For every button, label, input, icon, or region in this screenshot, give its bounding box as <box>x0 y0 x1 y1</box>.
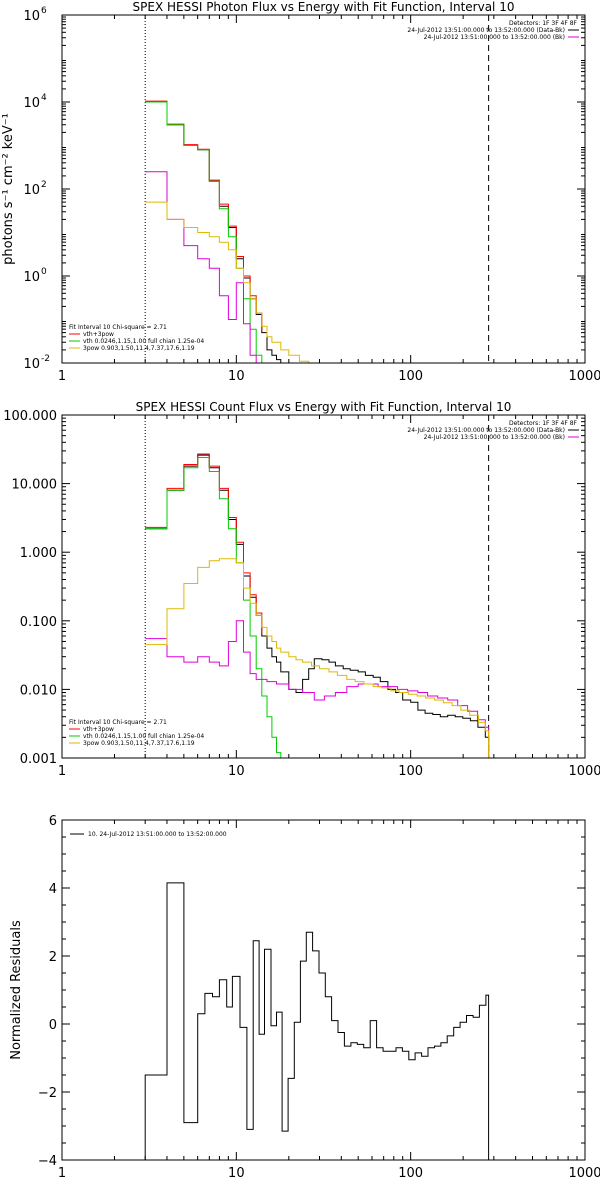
legend-fit-label: 3pow 0.903,1.50,11.4,7.37,17.6,1.19 <box>83 345 195 352</box>
y-axis-label: photons s⁻¹ cm⁻² keV⁻¹ <box>1 113 16 265</box>
series-group <box>145 453 490 758</box>
series-line-4 <box>145 558 490 758</box>
y-tick-label: 0.010 <box>20 683 57 698</box>
series-group <box>145 100 489 363</box>
series-group <box>144 882 490 1160</box>
y-tick-exponent: 6 <box>41 6 47 16</box>
y-tick-label: 0 <box>49 1018 57 1033</box>
y-tick-label: 1.000 <box>20 546 57 561</box>
x-tick-label: 100 <box>398 369 423 384</box>
x-tick-label: 1000 <box>568 1166 600 1181</box>
y-tick-label: 10 <box>23 183 40 198</box>
series-line-3 <box>145 171 489 363</box>
legend-fit-label: vth+3pow <box>83 726 114 733</box>
y-tick-label: 10 <box>23 9 40 24</box>
x-tick-label: 1 <box>58 1166 66 1181</box>
y-tick-label: 10 <box>23 357 40 372</box>
y-tick-label: 100.000 <box>3 409 57 424</box>
series-line-1 <box>145 453 263 634</box>
legend-fit-label: 3pow 0.903,1.50,11.4,7.37,17.6,1.19 <box>83 740 195 747</box>
series-line-0 <box>145 101 489 363</box>
detectors-label: Detectors: 1F 3F 4F 8F <box>509 420 578 427</box>
fit-info-label: Fit Interval 10 Chi-square = 2.71 <box>69 719 167 726</box>
y-tick-exponent: 2 <box>41 180 47 190</box>
plot-frame <box>61 414 586 759</box>
y-tick-label: 10 <box>23 96 40 111</box>
x-tick-label: 100 <box>398 764 423 779</box>
x-tick-label: 10 <box>228 1166 245 1181</box>
fit-info-label: Fit Interval 10 Chi-square = 2.71 <box>69 324 167 331</box>
count-flux-chart: SPEX HESSI Count Flux vs Energy with Fit… <box>3 400 600 779</box>
series-line-0 <box>144 882 490 1160</box>
x-tick-label: 1 <box>58 369 66 384</box>
x-tick-label: 100 <box>398 1166 423 1181</box>
plot-frame <box>61 14 586 364</box>
y-tick-label: 0.100 <box>20 615 57 630</box>
photon-flux-chart: SPEX HESSI Photon Flux vs Energy with Fi… <box>1 0 600 384</box>
y-tick-label: 10 <box>23 270 40 285</box>
series-line-4 <box>145 201 489 363</box>
series-line-0 <box>145 454 490 758</box>
legend-interval-label: 24-Jul-2012 13:51:00.000 to 13:52:00.000… <box>424 434 565 441</box>
x-tick-label: 10 <box>228 369 245 384</box>
y-tick-label: 0.001 <box>20 752 57 767</box>
x-tick-label: 1 <box>58 764 66 779</box>
legend-fit-label: vth 0.0246,1.15,1.00 full chian 1.25e-04 <box>83 733 204 740</box>
y-axis-label: Normalized Residuals <box>9 920 24 1060</box>
y-tick-exponent: 4 <box>41 93 47 103</box>
x-tick-label: 10 <box>228 764 245 779</box>
detectors-label: Detectors: 1F 3F 4F 8F <box>509 20 578 27</box>
chart-title: SPEX HESSI Count Flux vs Energy with Fit… <box>136 400 512 414</box>
x-tick-label: 1000 <box>568 764 600 779</box>
legend-fit-label: vth+3pow <box>83 331 114 338</box>
legend-fit-label: vth 0.0246,1.15,1.00 full chian 1.25e-04 <box>83 338 204 345</box>
residual-legend-label: 10. 24-Jul-2012 13:51:00.000 to 13:52:00… <box>88 831 227 838</box>
plot-frame <box>61 819 586 1161</box>
legend-interval-label: 24-Jul-2012 13:51:00.000 to 13:52:00.000… <box>407 27 565 34</box>
series-line-2 <box>145 101 277 363</box>
legend-interval-label: 24-Jul-2012 13:51:00.000 to 13:52:00.000… <box>407 427 565 434</box>
chart-title: SPEX HESSI Photon Flux vs Energy with Fi… <box>133 0 515 14</box>
y-tick-label: 4 <box>49 882 57 897</box>
series-line-2 <box>145 457 282 758</box>
legend-interval-label: 24-Jul-2012 13:51:00.000 to 13:52:00.000… <box>424 34 565 41</box>
y-tick-label: 2 <box>49 950 57 965</box>
y-tick-label: −2 <box>38 1086 57 1101</box>
y-tick-exponent: -2 <box>41 354 50 364</box>
series-line-1 <box>145 100 263 331</box>
y-tick-exponent: 0 <box>41 267 47 277</box>
y-tick-label: 10.000 <box>12 478 58 493</box>
x-tick-label: 1000 <box>568 369 600 384</box>
y-tick-label: 6 <box>49 814 57 829</box>
y-tick-label: −4 <box>38 1154 57 1169</box>
residuals-chart: 1 10 100 1000 −4 −2 0 2 4 6 Normalized Residuals 10… <box>9 814 600 1181</box>
series-line-3 <box>145 620 490 758</box>
